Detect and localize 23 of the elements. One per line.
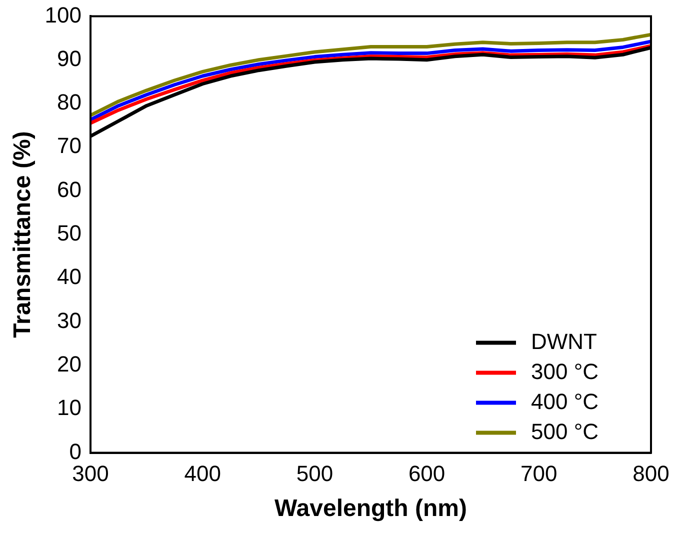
x-tick-label: 700 xyxy=(520,461,558,486)
legend-label: 300 °C xyxy=(531,358,599,384)
y-tick-label: 90 xyxy=(57,46,82,71)
x-axis-title: Wavelength (nm) xyxy=(274,495,467,522)
y-tick-label: 40 xyxy=(57,264,82,290)
y-tick-label: 20 xyxy=(57,352,82,377)
x-tick-label: 300 xyxy=(72,461,109,486)
y-tick-label: 60 xyxy=(57,176,82,202)
legend-label: 500 °C xyxy=(531,418,599,444)
legend-label: 400 °C xyxy=(531,388,599,414)
y-tick-label: 30 xyxy=(57,308,82,333)
y-tick-label: 80 xyxy=(57,90,82,115)
y-tick-label: 0 xyxy=(69,438,82,464)
x-tick-label: 500 xyxy=(296,461,334,486)
y-axis-title: Transmittance (%) xyxy=(9,131,36,338)
legend-label: DWNT xyxy=(531,328,597,354)
y-tick-label: 70 xyxy=(57,133,82,158)
y-tick-label: 50 xyxy=(57,220,82,246)
y-tick-label: 100 xyxy=(44,2,82,28)
x-tick-label: 400 xyxy=(184,461,221,486)
x-tick-label: 600 xyxy=(408,461,446,486)
x-tick-label: 800 xyxy=(632,461,670,486)
y-tick-label: 10 xyxy=(57,395,82,420)
